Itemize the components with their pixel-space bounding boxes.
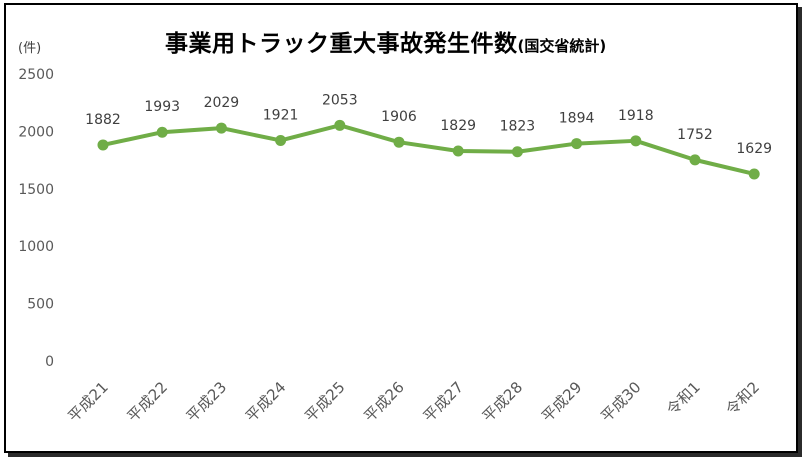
data-label: 1752 [677,127,713,143]
x-tick-label: 平成26 [360,378,407,425]
data-label: 1629 [736,141,772,157]
x-tick-label: 平成21 [64,378,111,425]
chart-title-main: 事業用トラック重大事故発生件数 [165,31,518,57]
x-tick-label: 平成27 [420,378,467,425]
x-tick-label: 平成23 [183,378,230,425]
x-tick-label: 平成30 [597,378,644,425]
x-tick-label: 平成25 [301,378,348,425]
y-tick-label: 2500 [18,67,54,83]
data-point [689,154,701,166]
y-tick-label: 1000 [18,239,54,255]
data-point [97,139,109,151]
y-tick-label: 500 [27,297,54,313]
x-tick-label: 平成29 [538,378,585,425]
data-label: 1882 [85,112,121,128]
x-tick-label: 平成28 [479,378,526,425]
data-label: 1823 [500,119,536,135]
data-point [571,138,583,150]
y-tick-label: 1500 [18,182,54,198]
data-label: 1993 [144,99,180,115]
data-label: 1829 [440,118,476,134]
data-point [511,146,523,158]
data-point [393,136,405,148]
data-label: 1894 [559,111,595,127]
data-label: 2053 [322,92,358,108]
y-tick-label: 2000 [18,124,54,140]
data-point [452,145,464,157]
data-label: 1921 [263,107,299,123]
data-point [156,126,168,138]
chart-frame [4,3,798,453]
data-point [275,134,287,146]
y-tick-label: 0 [45,354,54,370]
x-tick-label: 令和1 [663,378,704,419]
data-label: 1906 [381,109,417,125]
chart-title: 事業用トラック重大事故発生件数(国交省統計) [165,24,606,58]
data-point [748,168,760,180]
data-label: 2029 [204,95,240,111]
x-tick-label: 令和2 [722,378,763,419]
data-point [215,122,227,134]
x-tick-label: 平成22 [124,378,171,425]
data-label: 1918 [618,108,654,124]
data-point [334,119,346,131]
chart-title-suffix: (国交省統計) [517,37,607,55]
y-axis-unit-label: (件) [18,41,42,56]
x-tick-label: 平成24 [242,378,289,425]
series-line [101,123,757,176]
data-point [630,135,642,147]
